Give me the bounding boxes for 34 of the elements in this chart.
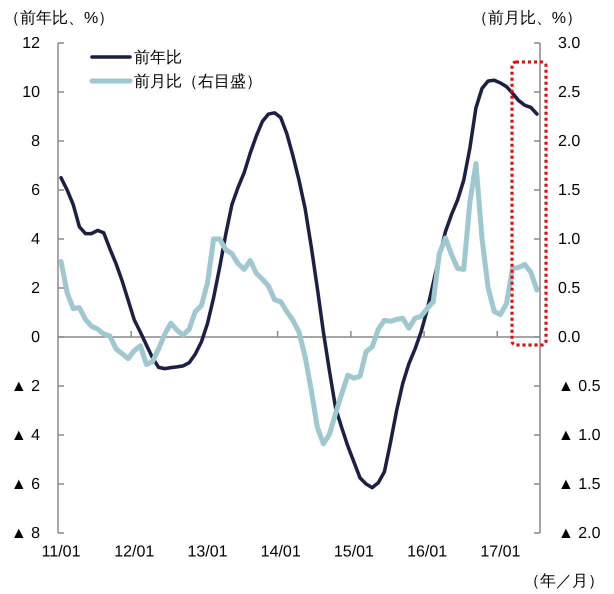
y-tick-label: ▲ 2: [10, 378, 40, 396]
x-tick-label: 16/01: [407, 543, 448, 560]
y2-tick-label: 1.5: [558, 182, 580, 200]
x-axis-title: （年／月）: [524, 573, 604, 590]
y-tick-label: ▲ 6: [10, 476, 40, 494]
y-tick-label: 8: [31, 133, 40, 150]
y2-tick-label: 2.0: [558, 133, 580, 150]
y2-tick-label: 0.5: [558, 280, 580, 298]
y-tick-label: ▲ 8: [10, 525, 40, 542]
legend-label: 前月比（右目盛）: [134, 72, 262, 91]
y-tick-label: ▲ 4: [10, 427, 40, 444]
legend-label: 前年比: [134, 48, 182, 67]
x-tick-label: 17/01: [480, 543, 520, 560]
y-tick-label: 2: [31, 280, 40, 298]
y2-axis-title: （前月比、%）: [472, 9, 582, 27]
x-tick-label: 14/01: [260, 543, 301, 560]
y2-tick-label: ▲ 1.5: [558, 476, 601, 494]
y2-tick-label: ▲ 1.0: [558, 427, 601, 444]
y-axis-title: （前年比、%）: [4, 9, 114, 27]
y-tick-label: 0: [31, 329, 40, 346]
y2-tick-label: 3.0: [558, 35, 580, 52]
y-tick-label: 6: [31, 182, 40, 200]
y-tick-label: 10: [22, 84, 40, 102]
y2-tick-label: 0.0: [558, 329, 580, 346]
x-tick-label: 15/01: [334, 543, 374, 560]
y2-tick-label: ▲ 2.0: [558, 525, 601, 542]
y-tick-label: 12: [22, 35, 40, 52]
y2-tick-label: 2.5: [558, 84, 580, 102]
x-tick-label: 13/01: [187, 543, 228, 560]
y-tick-label: 4: [31, 231, 40, 248]
y2-tick-label: ▲ 0.5: [558, 378, 601, 396]
x-tick-label: 12/01: [114, 543, 154, 560]
y2-tick-label: 1.0: [558, 231, 580, 248]
x-tick-label: 11/01: [42, 543, 81, 560]
